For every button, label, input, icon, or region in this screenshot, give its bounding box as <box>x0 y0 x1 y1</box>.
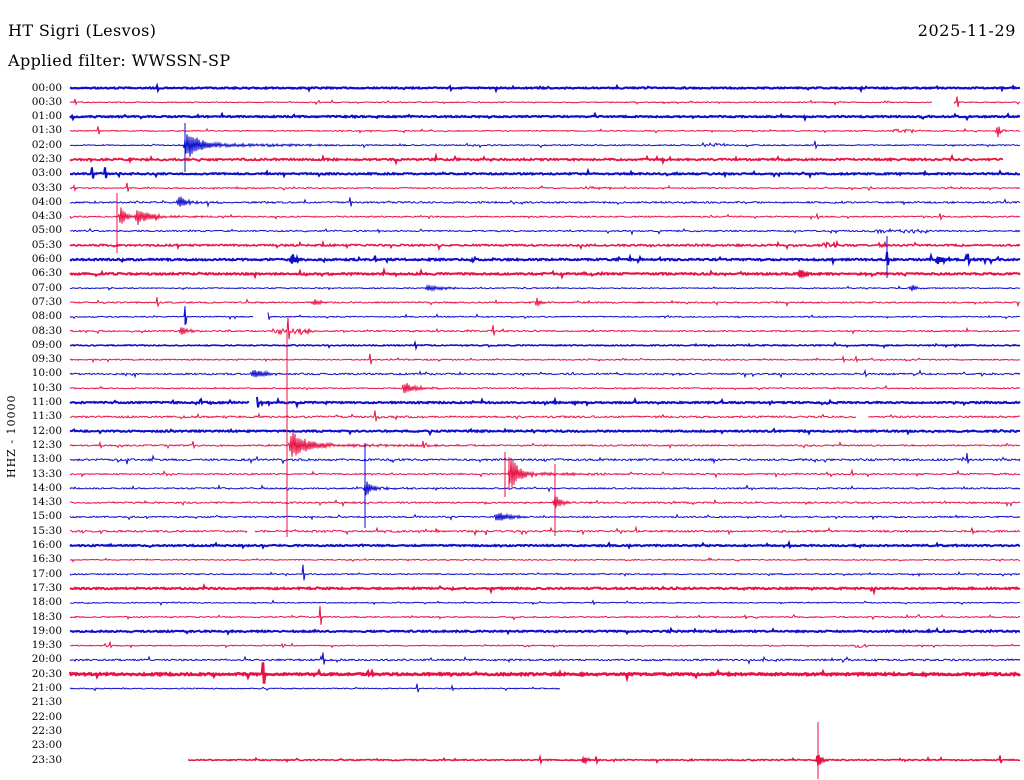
trace-row-1800[interactable] <box>69 599 1021 607</box>
trace-row-0400[interactable] <box>69 196 1021 208</box>
time-label: 16:30 <box>31 553 62 566</box>
trace-row-2330[interactable] <box>187 754 1021 766</box>
trace-row-1100[interactable] <box>69 396 1021 409</box>
trace-row-0930[interactable] <box>69 353 1021 365</box>
time-label: 20:00 <box>31 653 62 666</box>
time-label: 00:00 <box>31 81 62 94</box>
time-label: 04:30 <box>31 210 62 223</box>
trace-row-0500[interactable] <box>69 227 1021 236</box>
time-label: 08:00 <box>31 310 62 323</box>
trace-row-1200[interactable] <box>69 427 1021 437</box>
time-label: 13:00 <box>31 453 62 466</box>
trace-row-0130[interactable] <box>69 126 1021 138</box>
trace-row-1030[interactable] <box>69 382 1021 394</box>
time-label: 15:30 <box>31 524 62 537</box>
time-label: 08:30 <box>31 324 62 337</box>
trace-row-2000[interactable] <box>69 652 1021 665</box>
time-label: 01:30 <box>31 124 62 137</box>
station-title: HT Sigri (Lesvos) <box>8 21 157 40</box>
time-label: 14:00 <box>31 481 62 494</box>
time-label: 01:00 <box>31 110 62 123</box>
trace-row-1730[interactable] <box>69 583 1021 596</box>
trace-row-0000[interactable] <box>69 82 1021 94</box>
time-label: 16:00 <box>31 539 62 552</box>
time-label: 11:30 <box>31 410 62 423</box>
time-label: 05:00 <box>31 224 62 237</box>
trace-row-1400[interactable] <box>69 481 1021 496</box>
trace-row-0700[interactable] <box>69 283 1021 293</box>
trace-row-0430[interactable] <box>69 207 1021 226</box>
trace-row-0300[interactable] <box>69 167 1021 180</box>
trace-row-1700[interactable] <box>69 564 1021 581</box>
trace-row-2030[interactable] <box>68 662 1022 684</box>
trace-row-1000[interactable] <box>69 368 1021 379</box>
time-label: 12:30 <box>31 438 62 451</box>
time-label: 19:00 <box>31 624 62 637</box>
trace-row-0630[interactable] <box>69 266 1021 280</box>
time-label: 18:00 <box>31 596 62 609</box>
trace-row-1600[interactable] <box>69 539 1021 550</box>
trace-row-0030[interactable] <box>69 96 1021 108</box>
trace-row-1500[interactable] <box>69 512 1021 521</box>
time-label: 23:30 <box>31 753 62 766</box>
time-label: 06:30 <box>31 267 62 280</box>
filter-label: Applied filter: WWSSN-SP <box>8 51 231 70</box>
trace-row-0730[interactable] <box>69 297 1021 308</box>
time-label: 11:00 <box>31 396 62 409</box>
trace-row-0530[interactable] <box>69 239 1021 252</box>
time-label: 17:00 <box>31 567 62 580</box>
time-label: 21:30 <box>31 696 62 709</box>
time-label: 21:00 <box>31 682 62 695</box>
time-label: 07:30 <box>31 295 62 308</box>
time-label: 22:00 <box>31 710 62 723</box>
trace-row-0100[interactable] <box>69 111 1021 122</box>
time-label: 03:30 <box>31 181 62 194</box>
time-label: 17:30 <box>31 581 62 594</box>
trace-row-1630[interactable] <box>69 556 1021 563</box>
trace-row-1900[interactable] <box>69 626 1021 636</box>
time-label: 03:00 <box>31 167 62 180</box>
time-label: 10:30 <box>31 381 62 394</box>
time-label: 05:30 <box>31 238 62 251</box>
trace-row-1130[interactable] <box>69 410 1021 422</box>
trace-row-1930[interactable] <box>69 640 1021 649</box>
time-label: 04:00 <box>31 195 62 208</box>
trace-row-1230[interactable] <box>69 431 1021 457</box>
time-label: 15:00 <box>31 510 62 523</box>
time-label: 13:30 <box>31 467 62 480</box>
trace-row-2100[interactable] <box>69 683 561 693</box>
time-label: 10:00 <box>31 367 62 380</box>
trace-row-1430[interactable] <box>69 495 1021 508</box>
trace-row-0330[interactable] <box>69 182 1021 193</box>
trace-row-1300[interactable] <box>69 452 1021 465</box>
trace-row-0830[interactable] <box>69 317 1021 340</box>
time-label: 09:00 <box>31 338 62 351</box>
time-label: 12:00 <box>31 424 62 437</box>
trace-row-0800[interactable] <box>69 306 1021 325</box>
time-label: 07:00 <box>31 281 62 294</box>
trace-row-1530[interactable] <box>69 525 1021 537</box>
time-label: 23:00 <box>31 739 62 752</box>
time-label: 09:30 <box>31 353 62 366</box>
time-label: 20:30 <box>31 667 62 680</box>
time-label: 02:00 <box>31 138 62 151</box>
time-label: 00:30 <box>31 95 62 108</box>
trace-row-1830[interactable] <box>69 605 1021 625</box>
time-label: 19:30 <box>31 639 62 652</box>
date-label: 2025-11-29 <box>917 21 1016 40</box>
trace-row-0200[interactable] <box>69 134 1021 157</box>
trace-row-1330[interactable] <box>69 457 1021 488</box>
trace-row-0230[interactable] <box>69 152 1004 166</box>
time-label: 22:30 <box>31 724 62 737</box>
time-label: 18:30 <box>31 610 62 623</box>
time-label: 02:30 <box>31 152 62 165</box>
trace-row-0900[interactable] <box>69 340 1021 351</box>
time-label: 06:00 <box>31 253 62 266</box>
time-label: 14:30 <box>31 496 62 509</box>
trace-row-0600[interactable] <box>69 251 1021 267</box>
